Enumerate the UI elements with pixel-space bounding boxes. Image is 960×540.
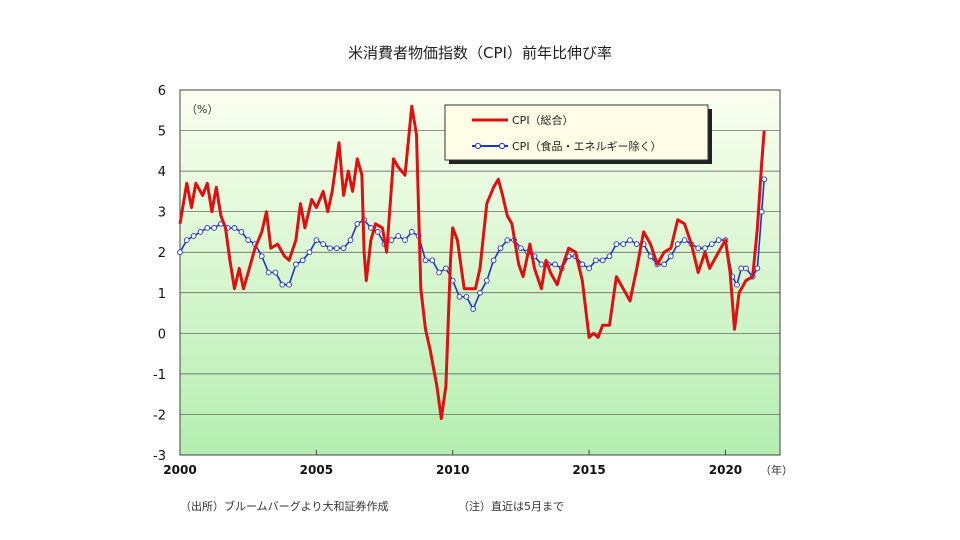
- data-point-core: [702, 245, 708, 252]
- data-point-core: [231, 225, 238, 231]
- data-point-core: [463, 293, 470, 300]
- data-point-core: [661, 261, 667, 268]
- data-point-core: [761, 176, 768, 183]
- data-point-core: [456, 293, 463, 300]
- y-axis-tick-labels: 6 5 4 3 2 1 0 -1 -2 -3: [153, 84, 166, 464]
- data-point-core: [483, 277, 490, 284]
- data-point-core: [738, 265, 745, 272]
- data-point-core: [333, 245, 340, 252]
- x-tick-label: 2015: [572, 463, 605, 477]
- data-point-core: [340, 245, 347, 252]
- data-point-core: [258, 253, 265, 260]
- data-point-core: [538, 261, 545, 268]
- data-point-core: [374, 229, 381, 235]
- y-tick-label: 6: [158, 84, 166, 99]
- data-point-core: [681, 237, 688, 243]
- data-point-core: [470, 306, 477, 312]
- data-point-core: [627, 237, 633, 243]
- footer-source: （出所）ブルームバーグより大和証券作成: [180, 499, 388, 513]
- data-point-core: [388, 237, 395, 243]
- x-tick-label: 2000: [163, 463, 196, 477]
- legend: CPI（総合） CPI（食品・エネルギー除く）: [444, 104, 712, 164]
- data-point-core: [190, 233, 197, 239]
- y-tick-label: 5: [158, 125, 166, 140]
- data-point-core: [204, 225, 211, 231]
- footer-note: （注）直近は5月まで: [458, 499, 564, 513]
- x-unit-label: （年）: [760, 463, 793, 477]
- data-point-core: [715, 237, 722, 243]
- data-point-core: [306, 249, 313, 256]
- data-point-core: [429, 257, 436, 264]
- chart-title: 米消費者物価指数（CPI）前年比伸び率: [348, 44, 612, 62]
- data-point-core: [272, 269, 279, 276]
- data-point-core: [586, 265, 592, 272]
- data-point-core: [293, 261, 299, 268]
- data-point-core: [734, 281, 740, 288]
- data-point-core: [238, 229, 245, 235]
- y-tick-label: -1: [153, 368, 166, 383]
- data-point-core: [579, 261, 586, 268]
- data-point-core: [408, 229, 415, 235]
- data-point-core: [708, 241, 715, 247]
- data-point-core: [490, 257, 497, 264]
- data-point-core: [395, 233, 402, 239]
- data-point-core: [286, 281, 292, 288]
- x-tick-label: 2020: [709, 463, 742, 477]
- data-point-core: [647, 253, 654, 260]
- data-point-core: [497, 245, 504, 252]
- data-point-core: [327, 245, 333, 252]
- data-point-core: [613, 241, 620, 247]
- data-point-core: [320, 241, 327, 247]
- legend-box: [444, 104, 709, 161]
- y-unit-label: （%）: [186, 103, 218, 116]
- data-point-core: [197, 229, 204, 235]
- x-axis-tick-labels: 2000 2005 2010 2015 2020: [163, 450, 742, 477]
- legend-core-marker: [498, 142, 506, 150]
- y-tick-label: -3: [153, 449, 166, 464]
- series-layer: [177, 104, 768, 420]
- data-point-core: [313, 237, 320, 243]
- data-point-core: [354, 220, 361, 227]
- data-point-core: [633, 241, 640, 247]
- legend-core-label: CPI（食品・エネルギー除く）: [512, 139, 662, 153]
- data-point-core: [599, 257, 606, 264]
- data-point-core: [211, 225, 217, 231]
- data-point-core: [593, 257, 599, 264]
- data-point-core: [695, 245, 702, 252]
- x-tick-label: 2005: [300, 463, 333, 477]
- data-point-core: [299, 257, 306, 264]
- legend-core-marker: [474, 142, 482, 150]
- data-point-core: [504, 237, 511, 243]
- data-point-core: [347, 237, 354, 243]
- data-point-core: [552, 261, 558, 268]
- y-tick-label: 3: [158, 206, 166, 221]
- data-point-core: [443, 265, 449, 272]
- y-tick-label: -2: [153, 408, 166, 423]
- y-tick-label: 1: [158, 287, 166, 302]
- data-point-core: [436, 269, 442, 276]
- data-point-core: [422, 257, 429, 264]
- data-point-core: [674, 241, 681, 247]
- y-tick-label: 4: [158, 165, 166, 180]
- y-tick-label: 0: [158, 327, 166, 342]
- data-point-core: [606, 253, 613, 260]
- x-tick-label: 2010: [436, 463, 469, 477]
- data-point-core: [265, 269, 272, 276]
- y-tick-label: 2: [158, 246, 166, 261]
- data-point-core: [620, 241, 627, 247]
- data-point-core: [477, 289, 483, 296]
- data-point-core: [743, 265, 749, 272]
- data-point-core: [177, 249, 183, 256]
- data-point-core: [668, 253, 674, 260]
- data-point-core: [518, 245, 524, 252]
- data-point-core: [402, 237, 408, 243]
- legend-cpi-label: CPI（総合）: [512, 113, 574, 127]
- data-point-core: [245, 237, 252, 243]
- data-point-core: [183, 237, 190, 243]
- series-line-cpi: [178, 104, 766, 420]
- data-point-core: [279, 281, 286, 288]
- data-point-core: [754, 265, 761, 272]
